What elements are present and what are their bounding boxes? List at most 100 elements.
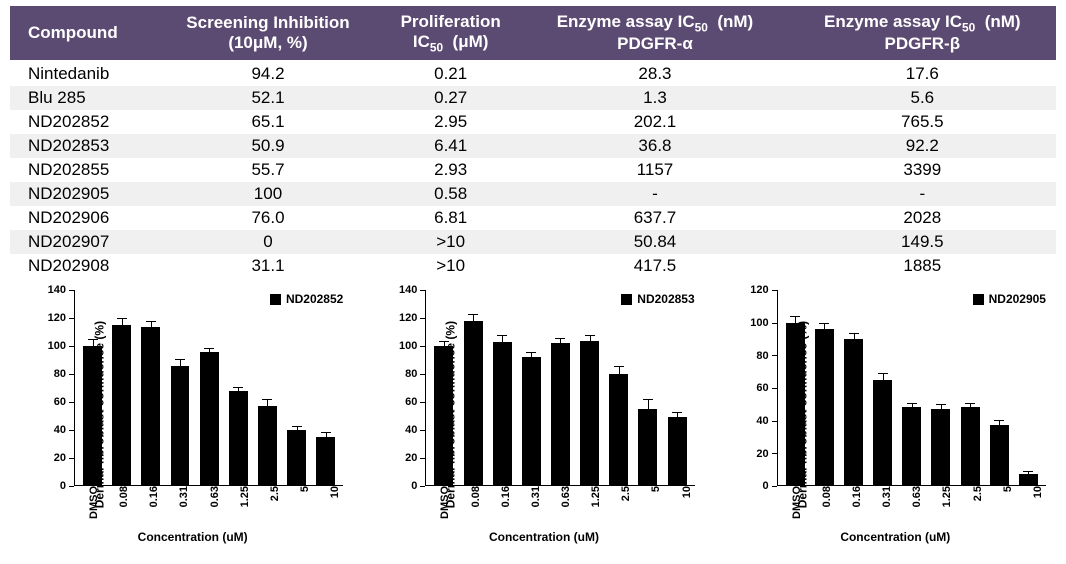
y-tick-label: 120 — [48, 312, 69, 324]
table-cell: 0 — [156, 230, 380, 254]
bar — [961, 407, 980, 485]
bar — [83, 346, 102, 485]
x-label-slot: 0.08 — [807, 486, 835, 526]
table-cell: 94.2 — [156, 61, 380, 86]
error-bar — [497, 335, 507, 349]
x-label-slot: 5 — [636, 486, 664, 526]
bar — [171, 366, 190, 486]
table-cell: 76.0 — [156, 206, 380, 230]
error-bar — [643, 399, 653, 419]
x-tick-label: 0.63 — [560, 486, 572, 507]
y-tick-label: 40 — [756, 415, 771, 427]
error-bar — [555, 338, 565, 349]
y-tick: 80 — [756, 350, 776, 362]
error-bar — [204, 348, 214, 356]
bar-slot — [430, 290, 457, 485]
y-tick-label: 120 — [399, 312, 420, 324]
table-cell: 2.93 — [380, 158, 521, 182]
y-tick: 100 — [750, 317, 776, 329]
bar — [551, 343, 570, 485]
bar-slot — [927, 290, 954, 485]
x-label-slot: 0.31 — [516, 486, 544, 526]
bar-slot — [489, 290, 516, 485]
table-cell: 50.84 — [521, 230, 788, 254]
bar-slot — [986, 290, 1013, 485]
table-cell: ND202905 — [10, 182, 156, 206]
x-label-slot: 0.08 — [455, 486, 483, 526]
table-cell: ND202908 — [10, 254, 156, 278]
bar — [464, 321, 483, 485]
y-tick-label: 0 — [763, 480, 772, 492]
table-cell: 765.5 — [789, 110, 1056, 134]
y-tick: 40 — [405, 424, 425, 436]
error-bar — [526, 352, 536, 363]
bar — [609, 374, 628, 485]
x-label-slot: 0.63 — [195, 486, 223, 526]
y-tick-label: 100 — [48, 340, 69, 352]
x-tick-label: 10 — [681, 486, 693, 498]
table-cell: Blu 285 — [10, 86, 156, 110]
x-label-slot: DMSO — [425, 486, 453, 526]
x-label-slot: DMSO — [777, 486, 805, 526]
bar-slot — [283, 290, 310, 485]
table-cell: - — [521, 182, 788, 206]
table-cell: 6.41 — [380, 134, 521, 158]
figure-container: CompoundScreening Inhibition(10μM, %)Pro… — [0, 0, 1066, 552]
y-tick: 60 — [756, 382, 776, 394]
y-tick: 40 — [756, 415, 776, 427]
table-cell: 52.1 — [156, 86, 380, 110]
x-label-slot: 0.16 — [486, 486, 514, 526]
table-row: ND2029070>1050.84149.5 — [10, 230, 1056, 254]
table-cell: 65.1 — [156, 110, 380, 134]
y-tick-label: 40 — [54, 424, 69, 436]
x-tick-label: 2.5 — [269, 486, 281, 501]
y-tick-label: 100 — [750, 317, 771, 329]
y-tick: 20 — [54, 452, 74, 464]
table-cell: 31.1 — [156, 254, 380, 278]
table-cell: 36.8 — [521, 134, 788, 158]
x-label-slot: 10 — [1018, 486, 1046, 526]
bar-slot — [576, 290, 603, 485]
table-cell: 2.95 — [380, 110, 521, 134]
table-row: ND20285350.96.4136.892.2 — [10, 134, 1056, 158]
charts-row: Dermal fibroblast confluence (%)ND202852… — [10, 286, 1056, 546]
y-tick-label: 0 — [411, 480, 420, 492]
bar-slot — [254, 290, 281, 485]
table-header-cell: ProliferationIC50 (μM) — [380, 6, 521, 61]
y-tick-label: 140 — [48, 284, 69, 296]
bar — [141, 327, 160, 486]
x-tick-label: 10 — [1032, 486, 1044, 498]
bar — [493, 342, 512, 485]
error-bar — [790, 316, 800, 329]
y-tick-label: 140 — [399, 284, 420, 296]
table-cell: 417.5 — [521, 254, 788, 278]
y-tick-label: 80 — [756, 350, 771, 362]
bar-slot — [869, 290, 896, 485]
bar-slot — [137, 290, 164, 485]
error-bar — [117, 318, 127, 332]
y-tick: 120 — [750, 284, 776, 296]
y-ticks: 020406080100120140 — [48, 290, 74, 486]
bar — [434, 346, 453, 485]
y-ticks: 020406080100120 — [751, 290, 777, 486]
bar-slot — [782, 290, 809, 485]
error-bar — [849, 333, 859, 346]
table-cell: 3399 — [789, 158, 1056, 182]
table-cell: 17.6 — [789, 61, 1056, 86]
x-label-slot: 2.5 — [255, 486, 283, 526]
table-cell: Nintedanib — [10, 61, 156, 86]
y-tick-label: 60 — [756, 382, 771, 394]
x-tick-label: 2.5 — [972, 486, 984, 501]
error-bar — [965, 403, 975, 413]
y-tick-label: 40 — [405, 424, 420, 436]
x-label-slot: DMSO — [74, 486, 102, 526]
x-axis-label: Concentration (uM) — [840, 530, 950, 544]
error-bar — [936, 404, 946, 414]
error-bar — [614, 366, 624, 383]
x-label-slot: 1.25 — [225, 486, 253, 526]
bar-slot — [518, 290, 545, 485]
table-cell: 1157 — [521, 158, 788, 182]
table-row: Blu 28552.10.271.35.6 — [10, 86, 1056, 110]
table-cell: ND202855 — [10, 158, 156, 182]
x-tick-label: 5 — [1002, 486, 1014, 492]
